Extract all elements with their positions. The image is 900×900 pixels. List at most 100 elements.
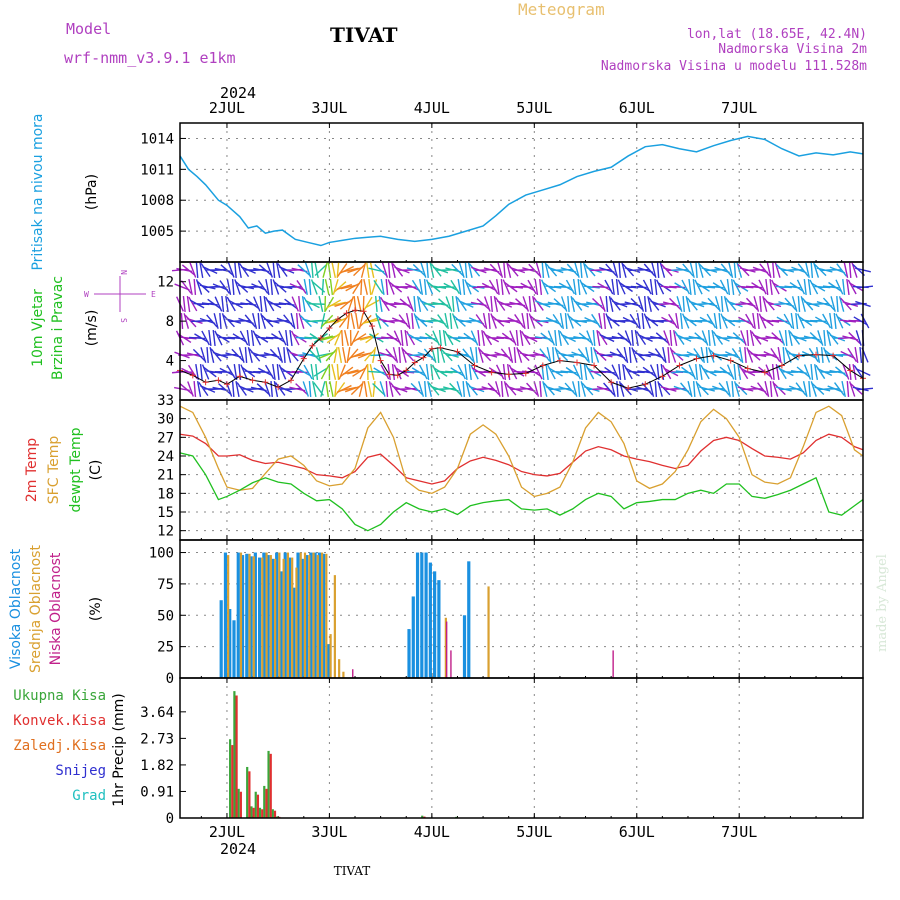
wind-arrow [258,264,272,276]
wind-arrow [628,346,632,364]
wind-arrow [385,348,397,362]
wind-arrow [235,381,240,397]
wind-arrow [372,382,385,396]
wind-arrow [491,315,505,327]
wind-arrow [367,381,373,397]
y-tick-label: 27 [157,430,174,446]
wind-arrow [669,347,677,363]
wind-arrow [643,263,656,277]
wind-arrow [763,297,775,311]
wind-arrow [568,315,582,327]
wind-arrow [457,364,467,380]
low-cloud-bar [450,650,452,678]
wind-arrow [522,296,530,312]
wind-arrow [824,349,838,361]
conv-rain-bar [231,745,234,818]
wind-arrow [805,262,810,278]
wind-arrow [692,278,696,296]
wind-arrow [207,298,222,310]
wind-arrow [733,363,737,381]
wind-arrow [360,278,363,296]
wind-arrow [310,363,315,381]
wind-arrow [357,351,374,359]
wind-arrow [669,329,673,347]
wind-arrow [676,296,683,312]
wind-arrow [835,366,849,378]
wind-arrow [236,382,247,396]
wind-arrow [374,295,378,313]
high-cloud-bar [428,562,432,678]
wind-arrow [308,380,312,398]
wind-arrow [393,330,402,346]
wind-arrow [261,314,274,328]
wind-arrow [842,278,846,296]
y-tick-label: 1.82 [140,758,174,774]
high-cloud-bar [433,571,437,678]
wind-arrow [847,279,857,295]
wind-arrow [226,296,236,312]
wind-arrow [577,380,581,398]
wind-arrow [219,312,222,330]
wind-arrow [508,347,514,363]
wind-arrow [444,330,454,346]
wind-arrow [656,363,660,381]
mid-cloud-bar [338,659,341,678]
high-cloud-bar [228,609,232,678]
wind-compass-legend: N S W E [84,270,156,323]
top-day-label: 7JUL [721,99,757,117]
wind-arrow [644,295,647,313]
wind-arrow [475,346,478,364]
wind-arrow [552,313,563,329]
wind-arrow [738,364,749,380]
wind-arrow [775,263,789,277]
wind-arrow [418,364,428,380]
wind-arrow [347,296,354,312]
wind-arrow [325,380,329,398]
wind-arrow [815,316,830,326]
wind-arrow [850,383,863,395]
wind-arrow [388,381,394,397]
wind-arrow [502,279,511,295]
wind-arrow [482,330,493,346]
wind-arrow [309,333,324,343]
wind-arrow [515,298,528,310]
wind-arrow [430,263,442,277]
wind-arrow [765,364,773,380]
wind-arrow [733,261,737,279]
wind-arrow [766,262,772,278]
wind-arrow [388,281,403,293]
mid-cloud-bar [248,553,251,678]
wind-arrow [336,261,340,279]
wind-arrow [234,279,241,295]
high-cloud-bar [245,553,249,678]
wind-arrow [663,330,671,346]
wind-arrow [577,348,589,362]
wind-arrow [564,312,568,330]
wind-arrow [731,380,734,398]
wind-arrow [188,296,198,312]
wind-arrow [682,313,690,329]
wind-arrow [840,350,856,360]
wind-arrow [533,381,540,397]
wind-arrow [181,367,197,377]
wind-arrow [616,380,619,398]
wind-arrow [700,347,705,363]
wind-arrow [642,366,657,378]
wind-arrow [464,279,472,295]
wind-arrow [295,383,308,395]
high-cloud-bar [411,596,415,678]
wind-arrow [337,347,343,363]
high-cloud-bar [424,552,428,678]
y-tick-label: 24 [157,449,174,465]
wind-arrow [738,316,753,326]
panel-frame [179,677,864,819]
wind-arrow [833,312,837,330]
wind-arrow [457,278,462,296]
wind-arrow [810,363,814,381]
wind-arrow [592,329,596,347]
wind-arrow [726,278,731,296]
wind-arrow [541,261,545,279]
wind-arrow [759,263,771,277]
wind-arrow [746,347,754,363]
wind-arrow [808,380,811,398]
